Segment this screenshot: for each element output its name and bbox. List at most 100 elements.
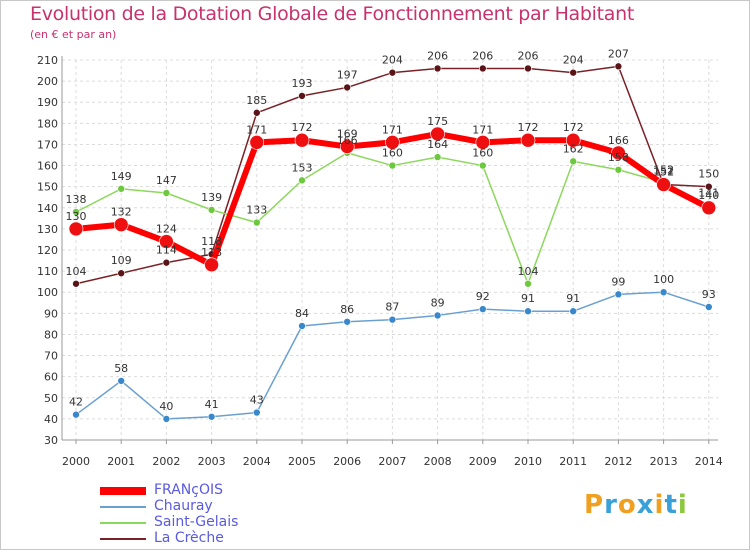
data-label-la-cr-che: 206: [472, 49, 493, 62]
data-point-fran-ois: [159, 234, 174, 249]
series-lines: [68, 62, 717, 423]
data-label-saint-gelais: 162: [563, 142, 584, 155]
data-point-chauray: [614, 290, 623, 299]
data-point-fran-ois: [430, 126, 445, 142]
data-labels: 104 109 114 118 185 193 197 204 206 206 206 204 207 1…: [66, 47, 720, 413]
legend-label: FRANçOIS: [154, 482, 223, 498]
data-point-la-cr-che: [569, 68, 578, 77]
data-label-chauray: 58: [114, 362, 128, 375]
y-tick-label: 70: [44, 350, 58, 363]
legend-swatch: [100, 522, 146, 524]
legend-swatch: [100, 506, 146, 508]
data-point-fran-ois: [565, 132, 581, 148]
data-label-la-cr-che: 193: [292, 77, 313, 90]
x-tick-label: 2013: [650, 455, 678, 468]
y-tick-label: 160: [37, 160, 58, 173]
data-point-chauray: [207, 412, 216, 421]
data-point-chauray: [162, 415, 171, 423]
data-label-chauray: 87: [385, 301, 399, 314]
legend-label: Chauray: [154, 498, 213, 514]
data-label-la-cr-che: 150: [698, 168, 719, 181]
data-label-la-cr-che: 206: [518, 49, 539, 62]
data-label-chauray: 100: [653, 273, 674, 286]
data-label-chauray: 92: [476, 290, 490, 303]
data-point-fran-ois: [113, 217, 129, 232]
y-tick-label: 170: [37, 138, 58, 151]
y-tick-label: 200: [37, 75, 58, 88]
data-label-fran-ois: 175: [427, 115, 448, 128]
x-tick-label: 2004: [243, 455, 271, 468]
data-label-la-cr-che: 204: [563, 54, 584, 67]
data-point-la-cr-che: [343, 83, 352, 92]
data-label-fran-ois: 130: [66, 210, 87, 223]
data-label-la-cr-che: 104: [66, 265, 87, 278]
logo-letter: r: [604, 490, 618, 520]
data-label-saint-gelais: 138: [66, 193, 87, 206]
data-label-saint-gelais: 164: [427, 138, 448, 151]
data-point-saint-gelais: [614, 165, 623, 174]
data-point-saint-gelais: [524, 279, 532, 288]
data-label-chauray: 89: [431, 296, 445, 309]
data-point-fran-ois: [520, 132, 536, 148]
data-label-saint-gelais: 147: [156, 174, 177, 187]
y-tick-label: 130: [37, 223, 58, 236]
data-point-chauray: [117, 377, 125, 385]
x-tick-label: 2000: [62, 455, 90, 468]
data-label-saint-gelais: 149: [111, 170, 132, 183]
data-point-la-cr-che: [704, 182, 713, 191]
data-point-fran-ois: [294, 132, 310, 148]
x-tick-label: 2012: [604, 455, 632, 468]
y-tick-label: 40: [44, 413, 58, 426]
data-label-la-cr-che: 204: [382, 54, 403, 67]
data-point-fran-ois: [249, 135, 265, 150]
y-tick-label: 210: [37, 54, 58, 67]
data-label-saint-gelais: 153: [292, 161, 313, 174]
data-label-la-cr-che: 197: [337, 68, 358, 81]
data-label-saint-gelais: 160: [382, 147, 403, 160]
data-point-saint-gelais: [72, 208, 80, 216]
legend: FRANçOIS Chauray Saint-Gelais La Crèche: [100, 482, 320, 547]
legend-swatch: [100, 538, 146, 540]
data-point-la-cr-che: [433, 64, 442, 73]
data-point-la-cr-che: [388, 68, 397, 77]
data-label-fran-ois: 140: [698, 189, 719, 202]
x-tick-label: 2009: [469, 455, 497, 468]
data-label-saint-gelais: 152: [653, 163, 674, 176]
data-point-chauray: [659, 288, 668, 297]
logo-letter: i: [677, 490, 688, 520]
data-label-chauray: 41: [205, 398, 219, 411]
x-tick-label: 2007: [378, 455, 406, 468]
logo-letter: P: [584, 490, 605, 520]
data-label-la-cr-che: 207: [608, 47, 629, 60]
data-point-la-cr-che: [72, 279, 80, 288]
data-point-chauray: [252, 408, 261, 417]
data-point-saint-gelais: [162, 189, 171, 197]
data-label-fran-ois: 171: [382, 123, 403, 136]
data-point-fran-ois: [68, 221, 84, 237]
chart-title: Evolution de la Dotation Globale de Fonc…: [30, 3, 635, 25]
data-label-fran-ois: 172: [292, 121, 313, 134]
y-tick-label: 140: [37, 202, 58, 215]
data-point-fran-ois: [701, 200, 717, 216]
data-point-chauray: [524, 307, 532, 316]
data-point-fran-ois: [339, 139, 355, 154]
data-point-chauray: [478, 305, 487, 313]
data-point-saint-gelais: [207, 206, 216, 214]
data-point-la-cr-che: [298, 92, 306, 100]
y-tick-label: 90: [44, 307, 58, 320]
data-point-la-cr-che: [524, 64, 532, 73]
data-label-fran-ois: 171: [472, 123, 493, 136]
data-label-saint-gelais: 166: [337, 134, 358, 147]
data-point-fran-ois: [656, 177, 671, 192]
chart-subtitle: (en € et par an): [30, 28, 117, 41]
x-tick-label: 2014: [695, 455, 723, 468]
y-tick-label: 30: [44, 434, 58, 447]
data-label-chauray: 86: [340, 303, 354, 316]
data-label-fran-ois: 113: [201, 246, 222, 259]
data-point-chauray: [343, 317, 352, 326]
data-point-saint-gelais: [433, 153, 442, 161]
y-tick-label: 80: [44, 328, 58, 341]
y-tick-label: 120: [37, 244, 58, 257]
data-point-fran-ois: [475, 135, 491, 150]
